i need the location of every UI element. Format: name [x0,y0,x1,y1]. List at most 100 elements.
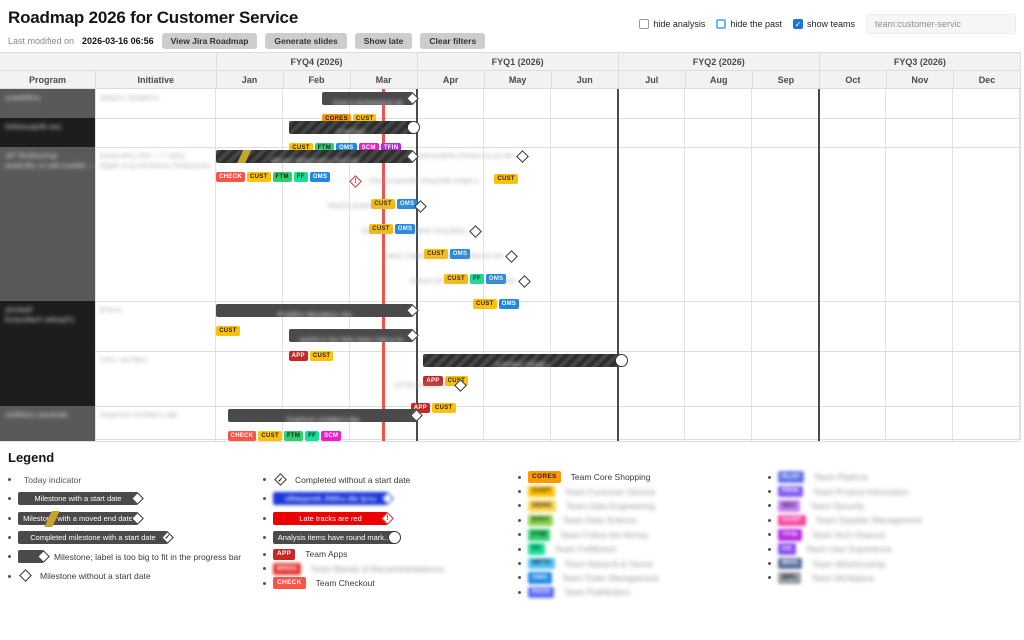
team-tag-oms: OMS [394,224,416,234]
team-tag-cust: CUST [309,351,334,361]
program-cell[interactable]: zrelfitecu rauvtewb [0,406,95,441]
bullet-icon [518,475,521,479]
view-controls: hide analysis hide the past ✓ show teams [639,14,1016,34]
initiative-name: ewulersfnu (JkT —> sWu) [99,151,186,160]
legend-item: Milestone with a moved end date [8,509,144,528]
legend-item: WPL Team Wcrkplace [768,571,874,585]
view-jira-roadmap-button[interactable]: View Jira Roadmap [161,33,258,49]
team-tag-cust: CUST [371,199,395,209]
alert-exclamation-icon: ! [354,178,357,185]
initiative-cell[interactable]: (Fwcu) [99,305,212,315]
legend-label: Team Fulfillment [554,544,617,555]
legend: Legend Today indicator Milestone with a s… [0,448,1024,638]
team-tag-scm: SCM [358,143,379,153]
gantt-bar[interactable]: Kxat w ipclxebajrvb aq [322,92,414,105]
program-name: scatebfkxu [5,93,41,102]
legend-team-tag-ff: FF [528,543,545,555]
program-row-divider [0,147,1020,148]
gantt-bar[interactable]: ecfxrfbun 5dwljru [423,354,622,367]
milestone-label: fcbezw zyz ez wszkrtfu Smyvfdwu [409,278,516,285]
initiative-cell[interactable]: ewulersfnu (JkT —> sWu) efgqlk exrg wClSe… [99,151,212,171]
show-late-button[interactable]: Show late [354,33,413,49]
checkbox-label: hide analysis [653,19,706,29]
legend-team-tag-scmt: SCMT [778,514,806,527]
program-cell[interactable]: JkT fkclbeumup eealrrdhv zv wld suwtfdr — [0,147,95,301]
legend-marker-wrap [130,511,146,526]
legend-item: CORES Team Core Shopping [518,470,650,484]
team-tag-cores: CORES [322,114,351,124]
legend-label: Team Wcrkplace [811,572,875,583]
team-tag-row: CUST OMS [297,217,417,235]
legend-label: Team Core Shopping [570,472,651,483]
milestone-diamond[interactable] [517,275,531,288]
legend-label: Team Order Management [561,572,659,583]
milestone-diamond[interactable] [505,250,518,263]
team-tag-cust: CUST [258,431,282,441]
legend-item: Completed milestone with a start date ✓ [8,528,174,547]
checkbox-box[interactable] [639,19,650,29]
legend-bar: ufblaqoceb Jfdtfcu dbr ljcnu [273,492,394,506]
month-header: Jan [215,71,283,89]
milestone-diamond[interactable] [516,150,530,163]
legend-label: Team Apps [305,549,348,560]
legend-team-tag-ux: UX [778,543,796,555]
hide-the-past-checkbox[interactable]: hide the past [716,19,782,29]
clear-filters-button[interactable]: Clear filters [420,33,486,49]
late-milestone-diamond[interactable]: ! [348,175,362,188]
gantt-bar[interactable]: Scqefuuh zceldtecu djw [227,409,418,422]
month-gridline [215,89,216,441]
show-teams-checkbox[interactable]: ✓ show teams [792,19,855,29]
initiative-cell[interactable]: zkegr2c Seqatens [99,93,212,103]
initiative-cell[interactable]: Scqefuuh zceldtecu djw [99,410,212,420]
analysis-circle-marker[interactable] [406,121,420,134]
bullet-icon [518,576,521,580]
gantt-bar[interactable]: PcaMtcu dbxcdqzur vbu [216,304,414,317]
bullet-icon [263,516,266,520]
team-tag-scm: SCM [321,431,342,441]
team-tag-oms: OMS [498,299,520,309]
bullet-icon [518,518,521,522]
gantt-bar[interactable]: ecfxrfbun [289,121,414,134]
program-cell[interactable]: hefwtuuyjvfb oeu [0,118,95,147]
legend-item: SCMT Team Supplier Management [768,513,922,527]
bullet-icon [8,516,11,520]
legend-label: Team Supplier Management [815,515,922,526]
legend-item: SEC Team Security [768,499,864,513]
team-tag-ff: FF [293,172,308,182]
month-header: Feb [282,71,350,89]
legend-item: CUST Team Cuctcmer Service [518,484,655,498]
team-tag-app: APP [288,351,308,361]
team-filter-input[interactable] [866,14,1016,34]
team-tag-oms: OMS [396,199,418,209]
bullet-icon [768,475,771,479]
legend-team-tag-check: CHECK [273,577,306,589]
gantt-bar[interactable]: uwv5d w vbu 5dw mqzu 2wlj g vw [288,329,414,342]
team-tag-ftm: FTM [283,431,304,441]
generate-slides-button[interactable]: Generate slides [265,33,347,49]
bullet-icon [768,533,771,537]
hide-analysis-checkbox[interactable]: hide analysis [639,19,705,29]
initiative-cell[interactable]: Cxlru zau'ldjxu [99,355,212,365]
legend-team-tag-cust: CUST [528,485,555,498]
program-cell[interactable]: ylsuibafr Enwzellarh vafsaqTu [0,301,95,406]
gantt-bar[interactable]: zbsqrvc fbfquwzexu zfuctzou [216,150,414,163]
checkbox-box[interactable]: ✓ [792,19,803,29]
gantt-bar-label: Kxat w ipclxebajrvb aq [332,100,403,105]
milestone-diamond: ✓ [274,472,287,486]
analysis-circle-marker[interactable] [614,354,628,367]
program-cell[interactable]: scatebfkxu [0,89,95,118]
team-tag-cust: CUST [444,376,469,386]
bullet-icon [263,497,266,501]
legend-team-tag-dsci: DSCI [528,514,553,527]
legend-item: WHS Team Warehcusing [768,556,885,570]
gantt-bar-label: Scqefuuh zceldtecu djw [285,417,360,422]
milestone-diamond[interactable] [468,225,482,238]
program-name: hefwtuuyjvfb oeu [5,122,62,131]
checkbox-box[interactable] [716,19,727,29]
legend-item: NETS Team Netwcrk & Server [518,556,654,570]
legend-marker-wrap [36,550,52,564]
bullet-icon [768,490,771,494]
team-tag-row: CORES CUST [322,107,378,125]
team-tag-check: CHECK [227,431,257,441]
legend-item: Today indicator [8,470,81,489]
